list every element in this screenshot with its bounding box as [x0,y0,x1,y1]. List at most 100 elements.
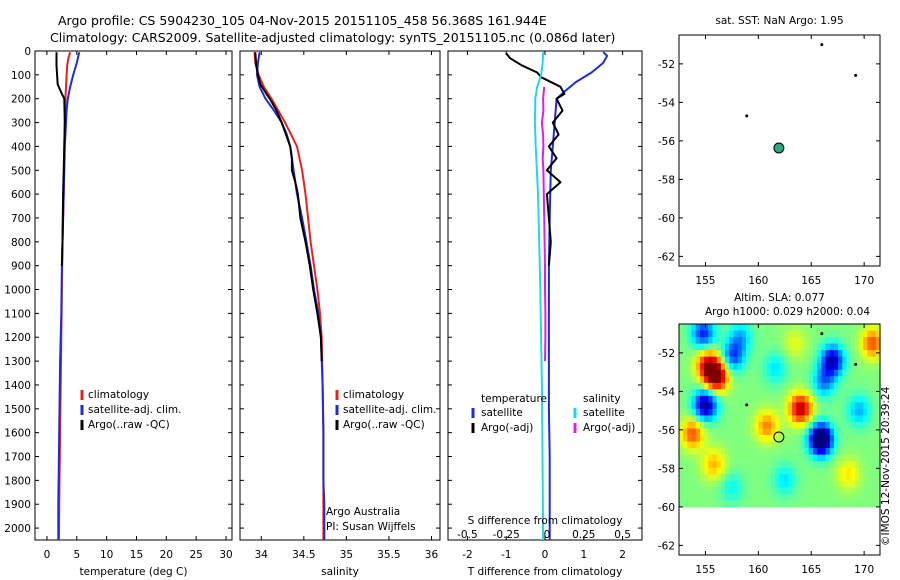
sla-heatmap-cell [787,480,793,488]
sla-heatmap-cell [725,350,730,358]
sla-heatmap-cell [720,487,726,495]
sla-heatmap-cell [704,487,709,495]
sla-heatmap-cell [804,500,810,508]
sla-heatmap-cell [758,480,764,488]
sla-heatmap-cell [871,402,877,410]
sla-heatmap-cell [792,467,797,475]
sla-heatmap-cell [683,421,688,430]
sla-heatmap-cell [817,363,822,371]
sla-heatmap-cell [846,435,852,443]
sla-heatmap-cell [783,408,789,417]
sla-heatmap-cell [838,480,843,488]
sla-heatmap-cell [850,337,856,345]
sla-heatmap-cell [704,461,709,469]
sla-heatmap-cell [733,421,739,430]
sla-heatmap-cell [750,330,755,338]
temperature-xlabel: temperature (deg C) [80,566,188,578]
sla-heatmap-cell [687,474,693,482]
sla-heatmap-cell [871,356,877,364]
sla-heatmap-cell [704,382,709,390]
sla-heatmap-cell [846,402,852,410]
sla-heatmap-cell [846,493,852,501]
sla-heatmap-cell [750,448,755,456]
sla-heatmap-cell [846,461,852,469]
sla-heatmap-cell [871,454,877,462]
sla-heatmap-cell [800,480,806,488]
salinity-axes-frame [239,50,441,541]
sla-heatmap-cell [838,343,843,351]
sla-heatmap-cell [750,363,755,371]
sla-heatmap-cell [833,382,839,390]
sla-heatmap-cell [783,363,789,371]
sla-heatmap-cell [708,350,714,358]
sla-heatmap-cell [800,369,806,377]
sla-heatmap-cell [800,441,806,449]
sla-heatmap-cell [787,402,793,410]
sla-heatmap-cell [729,428,735,436]
sla-heatmap-cell [796,343,802,351]
sla-heatmap-cell [733,480,739,488]
sla-heatmap-cell [838,428,843,436]
sla-heatmap-cell [695,421,701,430]
sla-heatmap-cell [863,369,869,377]
sla-heatmap-cell [850,389,856,397]
sla-heatmap-cell [729,402,735,410]
sla-heatmap-cell [787,493,793,501]
sla-heatmap-cell [687,369,693,377]
sla-heatmap-cell [771,441,776,449]
sla-heatmap-cell [708,363,714,371]
sla-heatmap-cell [779,330,785,338]
sla-heatmap-cell [779,343,785,351]
sla-heatmap-cell [804,487,810,495]
sla-heatmap-cell [842,343,848,351]
sla-heatmap-cell [829,487,835,495]
sla-heatmap-cell [813,408,818,417]
sla-heatmap-cell [741,480,747,488]
sla-heatmap-cell [787,330,793,338]
sla-heatmap-cell [766,408,772,417]
sla-heatmap-cell [687,454,693,462]
sla-heatmap-cell [796,487,802,495]
sla-heatmap-cell [716,376,722,384]
sla-heatmap-cell [725,415,730,423]
sla-heatmap-cell [800,382,806,390]
sla-heatmap-cell [787,356,793,364]
sla-heatmap-cell [766,461,772,469]
sla-heatmap-cell [754,474,760,482]
sla-heatmap-cell [792,441,797,449]
sla-heatmap-cell [871,448,877,456]
sla-heatmap-cell [787,389,793,397]
sla-heatmap-cell [704,324,709,332]
sla-heatmap-cell [691,324,697,332]
sla-heatmap-cell [729,382,735,390]
sla-heatmap-cell [683,389,688,397]
sla-heatmap-cell [783,500,789,508]
sla-heatmap-cell [725,474,730,482]
sla-heatmap-cell [825,376,831,384]
sla-heatmap-cell [850,467,856,475]
sla-heatmap-cell [687,343,693,351]
sla-heatmap-cell [766,480,772,488]
sla-heatmap-cell [787,487,793,495]
sla-heatmap-cell [762,382,768,390]
sla-heatmap-cell [750,454,755,462]
sla-heatmap-cell [846,441,852,449]
sla-heatmap-cell [775,461,781,469]
sla-heatmap-cell [871,395,877,403]
temperature-profile-panel: 0100200300400500600700800900100011001200… [4,46,232,578]
sla-heatmap-cell [695,467,701,475]
sla-heatmap-cell [800,421,806,430]
sla-heatmap-cell [762,441,768,449]
sla-heatmap-cell [838,395,843,403]
sla-heatmap-cell [720,435,726,443]
sla-heatmap-cell [754,448,760,456]
sla-heatmap-cell [846,448,852,456]
sla-heatmap-cell [829,330,835,338]
sla-heatmap-cell [838,363,843,371]
sla-heatmap-cell [792,363,797,371]
sla-heatmap-cell [779,487,785,495]
sla-heatmap-cell [737,454,743,462]
sla-heatmap-cell [754,337,760,345]
sla-heatmap-cell [817,330,822,338]
sla-heatmap-cell [875,487,881,495]
